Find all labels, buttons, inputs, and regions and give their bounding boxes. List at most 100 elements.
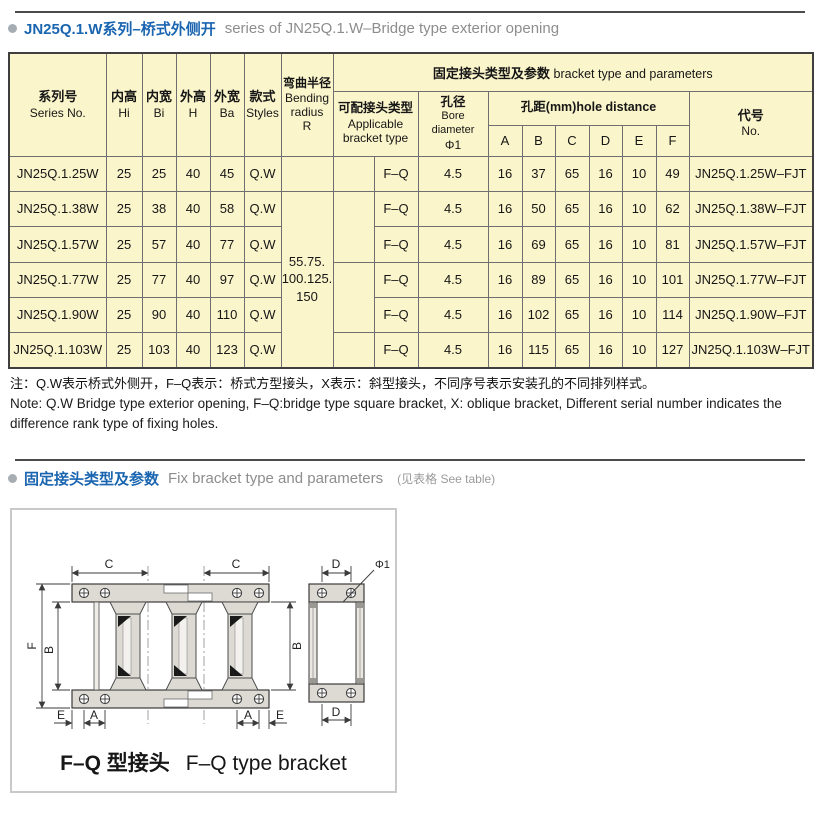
col-header-h: 外高 H bbox=[175, 52, 211, 157]
cell-ba: 97 bbox=[209, 261, 245, 298]
cell-d: 16 bbox=[588, 190, 623, 227]
cell-h: 40 bbox=[175, 331, 211, 369]
cell-style: Q.W bbox=[243, 190, 282, 227]
dimension-lines-fb bbox=[36, 583, 296, 709]
dimension-label-e: E bbox=[57, 708, 65, 722]
cell-c: 65 bbox=[554, 155, 590, 192]
table-row: JN25Q.1.57W 25 57 40 77 Q.W F–Q 4.5 16 6… bbox=[8, 225, 814, 263]
cell-h: 40 bbox=[175, 225, 211, 263]
col-header-series: 系列号 Series No. bbox=[8, 52, 107, 157]
cell-e: 10 bbox=[621, 225, 657, 263]
cell-no: JN25Q.1.103W–FJT bbox=[688, 331, 814, 369]
dimension-label-d: D bbox=[332, 705, 341, 719]
cell-e: 10 bbox=[621, 155, 657, 192]
cell-a: 16 bbox=[487, 155, 523, 192]
section2-title-en: Fix bracket type and parameters bbox=[168, 470, 384, 487]
cell-bore: 4.5 bbox=[417, 296, 489, 333]
cell-c: 65 bbox=[554, 331, 590, 369]
cell-e: 10 bbox=[621, 331, 657, 369]
cell-hi: 25 bbox=[105, 155, 143, 192]
cell-a: 16 bbox=[487, 331, 523, 369]
cell-e: 10 bbox=[621, 296, 657, 333]
cell-f: 81 bbox=[655, 225, 690, 263]
cell-bracket: F–Q bbox=[373, 261, 419, 298]
notes-block: 注：Q.W表示桥式外侧开，F–Q表示：桥式方型接头，X表示：斜型接头，不同序号表… bbox=[10, 374, 810, 435]
dimension-label-a: A bbox=[90, 708, 98, 722]
cell-bore: 4.5 bbox=[417, 261, 489, 298]
cell-hi: 25 bbox=[105, 190, 143, 227]
table-row: JN25Q.1.77W 25 77 40 97 Q.W F–Q 4.5 16 8… bbox=[8, 261, 814, 333]
cell-a: 16 bbox=[487, 190, 523, 227]
col-header-styles: 款式 Styles bbox=[243, 52, 282, 157]
table-row: JN25Q.1.90W 25 90 40 110 Q.W F–Q 4.5 16 … bbox=[8, 296, 814, 333]
cell-b: 89 bbox=[521, 261, 556, 298]
cell-e: 10 bbox=[621, 190, 657, 227]
cell-bore: 4.5 bbox=[417, 155, 489, 192]
group-header-bracket-params: 固定接头类型及参数 bracket type and parameters bbox=[332, 52, 814, 92]
col-header-d: D bbox=[588, 124, 623, 157]
header-row-2: 可配接头类型 Applicable bracket type 孔径 Bore d… bbox=[9, 90, 814, 157]
top-rule bbox=[15, 11, 805, 13]
col-header-f: F bbox=[655, 124, 690, 157]
dimension-label-d: D bbox=[332, 557, 341, 571]
cell-style: Q.W bbox=[243, 261, 282, 298]
dimension-label-c: C bbox=[232, 557, 241, 571]
cell-d: 16 bbox=[588, 331, 623, 369]
link-clips bbox=[118, 616, 243, 676]
cell-no: JN25Q.1.57W–FJT bbox=[688, 225, 814, 263]
cell-blank bbox=[332, 331, 375, 369]
cell-style: Q.W bbox=[243, 225, 282, 263]
section2-hint: (见表格 See table) bbox=[397, 472, 496, 486]
cell-no: JN25Q.1.25W–FJT bbox=[688, 155, 814, 192]
cell-hi: 25 bbox=[105, 296, 143, 333]
cell-series: JN25Q.1.57W bbox=[8, 225, 107, 263]
cell-bi: 25 bbox=[141, 155, 177, 192]
cell-e: 10 bbox=[621, 261, 657, 298]
dimension-lines-c bbox=[71, 566, 270, 582]
table-row: JN25Q.1.103W 25 103 40 123 Q.W F–Q 4.5 1… bbox=[8, 331, 814, 369]
col-header-hi: 内高 Hi bbox=[105, 52, 143, 157]
note-zh: 注：Q.W表示桥式外侧开，F–Q表示：桥式方型接头，X表示：斜型接头，不同序号表… bbox=[10, 376, 655, 391]
col-header-radius: 弯曲半径 Bending radius R bbox=[280, 52, 334, 157]
cell-bore: 4.5 bbox=[417, 225, 489, 263]
col-header-e: E bbox=[621, 124, 657, 157]
cell-a: 16 bbox=[487, 225, 523, 263]
cell-bi: 103 bbox=[141, 331, 177, 369]
cell-d: 16 bbox=[588, 225, 623, 263]
col-header-a: A bbox=[487, 124, 523, 157]
cell-f: 114 bbox=[655, 296, 690, 333]
bullet-icon bbox=[8, 24, 17, 33]
drawing-caption-zh: F–Q 型接头 bbox=[60, 752, 170, 775]
cell-c: 65 bbox=[554, 225, 590, 263]
cell-bracket: F–Q bbox=[373, 296, 419, 333]
cell-ba: 58 bbox=[209, 190, 245, 227]
side-view-rails bbox=[71, 583, 270, 709]
cell-c: 65 bbox=[554, 190, 590, 227]
cell-series: JN25Q.1.90W bbox=[8, 296, 107, 333]
bracket-technical-drawing: C C F B B bbox=[25, 557, 390, 729]
cell-f: 127 bbox=[655, 331, 690, 369]
bracket-drawing-frame: C C F B B bbox=[10, 508, 397, 793]
cell-a: 16 bbox=[487, 261, 523, 298]
section2-title-zh: 固定接头类型及参数 bbox=[24, 471, 160, 488]
cell-blank bbox=[332, 190, 375, 263]
cell-bracket: F–Q bbox=[373, 225, 419, 263]
cell-f: 62 bbox=[655, 190, 690, 227]
cell-b: 115 bbox=[521, 331, 556, 369]
cell-h: 40 bbox=[175, 190, 211, 227]
drawing-caption-en: F–Q type bracket bbox=[185, 752, 347, 775]
cell-bi: 90 bbox=[141, 296, 177, 333]
section1-title-en: series of JN25Q.1.W–Bridge type exterior… bbox=[224, 20, 560, 37]
cell-h: 40 bbox=[175, 155, 211, 192]
cell-b: 69 bbox=[521, 225, 556, 263]
cell-bracket: F–Q bbox=[373, 190, 419, 227]
col-header-b: B bbox=[521, 124, 556, 157]
cell-d: 16 bbox=[588, 296, 623, 333]
cell-c: 65 bbox=[554, 296, 590, 333]
cell-ba: 77 bbox=[209, 225, 245, 263]
dimension-label-c: C bbox=[105, 557, 114, 571]
bullet-icon bbox=[8, 474, 17, 483]
cell-style: Q.W bbox=[243, 155, 282, 192]
dimension-label-f: F bbox=[25, 642, 39, 649]
col-header-hole-distance: 孔距(mm)hole distance bbox=[487, 90, 690, 126]
